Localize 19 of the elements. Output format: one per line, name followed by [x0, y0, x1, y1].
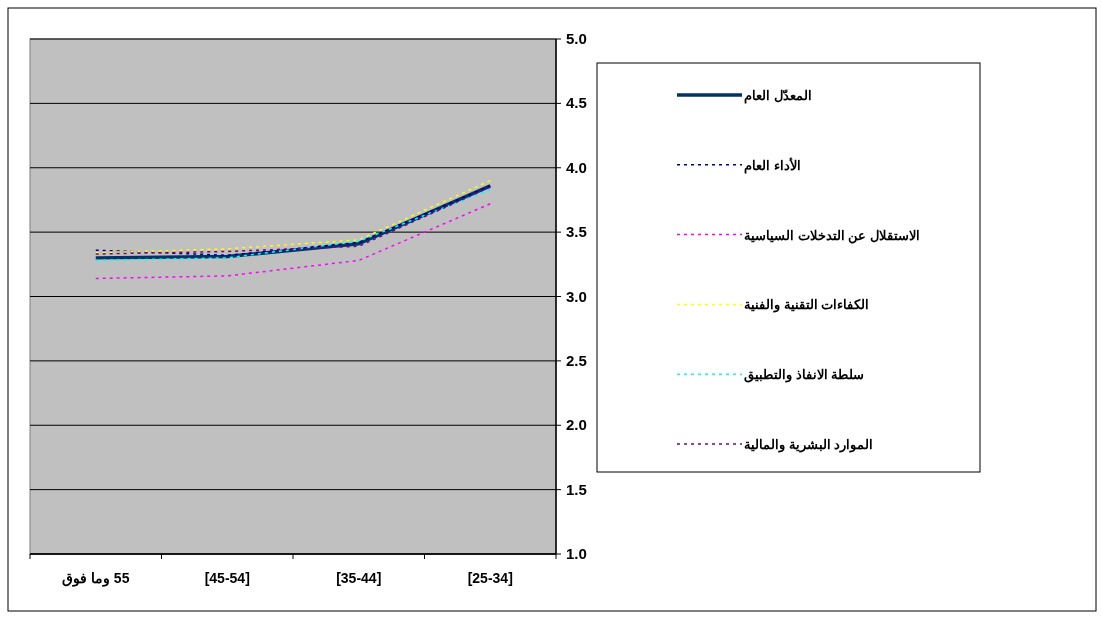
y-tick-label: 4.5 — [566, 94, 587, 112]
x-tick-label: 55 وما فوق — [62, 570, 130, 587]
y-tick-label: 3.0 — [566, 287, 587, 305]
legend-label: الموارد البشرية والمالية — [744, 437, 874, 453]
legend-label: الأداء العام — [744, 156, 801, 174]
y-tick-label: 3.5 — [566, 223, 587, 241]
legend-label: الكفاءات التقنية والفنية — [744, 297, 870, 314]
x-tick-label: [45-54] — [204, 570, 250, 586]
legend-label: المعدّل العام — [744, 88, 812, 104]
y-tick-label: 5.0 — [566, 30, 587, 47]
y-tick-label: 1.5 — [566, 480, 587, 498]
y-tick-label: 2.0 — [566, 416, 587, 434]
x-tick-label: [25-34] — [467, 570, 513, 586]
legend-label: سلطة الانفاذ والتطبيق — [744, 367, 865, 384]
y-tick-label: 2.5 — [566, 351, 587, 369]
x-tick-label: [35-44] — [336, 570, 382, 586]
y-tick-label: 4.0 — [566, 158, 587, 176]
legend-label: الاستقلال عن التدخلات السياسية — [744, 227, 920, 244]
y-tick-label: 1.0 — [566, 545, 587, 562]
